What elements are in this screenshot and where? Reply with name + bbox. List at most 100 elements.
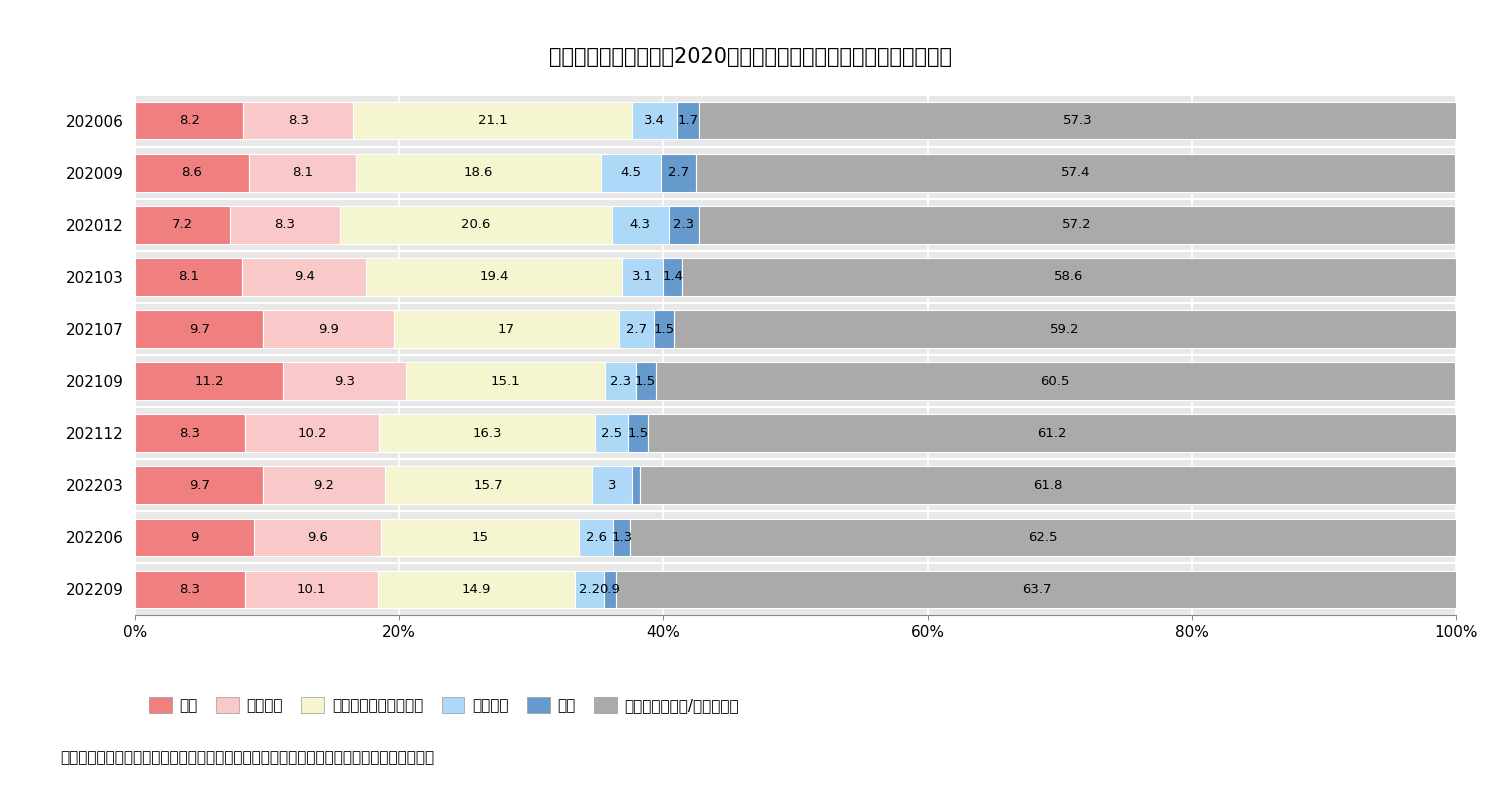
Bar	[263, 310, 393, 348]
Text: 2.7: 2.7	[668, 166, 689, 179]
Text: 1.5: 1.5	[653, 323, 674, 335]
Bar	[669, 206, 699, 244]
Text: 2.2: 2.2	[579, 583, 600, 596]
Text: 60.5: 60.5	[1040, 375, 1070, 387]
Bar	[135, 206, 230, 244]
Text: 3.4: 3.4	[644, 114, 665, 127]
Bar	[135, 414, 245, 452]
Bar	[632, 466, 639, 504]
Bar	[663, 258, 681, 296]
Bar	[135, 570, 245, 608]
Bar	[243, 102, 353, 140]
Text: 1.5: 1.5	[627, 427, 648, 439]
Bar	[242, 258, 366, 296]
Bar	[254, 518, 381, 556]
Bar	[677, 102, 699, 140]
Bar	[405, 362, 605, 400]
Text: 9.6: 9.6	[306, 531, 327, 544]
Bar	[135, 310, 263, 348]
Bar	[135, 518, 254, 556]
Bar	[639, 466, 1456, 504]
Bar	[674, 310, 1456, 348]
Bar	[603, 570, 615, 608]
Bar	[612, 206, 669, 244]
Text: 14.9: 14.9	[462, 583, 491, 596]
Legend: 増加, やや増加, 変わらない・元に戻る, やや減少, 減少, 利用していない/該当しない: 増加, やや増加, 変わらない・元に戻る, やや減少, 減少, 利用していない/…	[143, 690, 746, 719]
Bar	[366, 258, 623, 296]
Text: 3.1: 3.1	[632, 271, 653, 283]
Bar	[378, 570, 575, 608]
Text: 2.7: 2.7	[626, 323, 647, 335]
Text: 57.2: 57.2	[1063, 219, 1091, 231]
Text: 62.5: 62.5	[1028, 531, 1058, 544]
Bar	[339, 206, 612, 244]
Bar	[681, 258, 1456, 296]
Text: 8.3: 8.3	[180, 427, 201, 439]
Bar	[636, 362, 656, 400]
Text: 1.7: 1.7	[677, 114, 698, 127]
Text: 8.1: 8.1	[291, 166, 312, 179]
Text: 4.3: 4.3	[630, 219, 651, 231]
Text: 8.3: 8.3	[180, 583, 201, 596]
Text: 1.5: 1.5	[635, 375, 656, 387]
Text: 2.5: 2.5	[600, 427, 621, 439]
Bar	[135, 466, 263, 504]
Bar	[393, 310, 618, 348]
Text: 10.2: 10.2	[297, 427, 327, 439]
Bar	[380, 414, 594, 452]
Text: 9.3: 9.3	[333, 375, 354, 387]
Text: 15.1: 15.1	[491, 375, 521, 387]
Bar	[696, 154, 1454, 192]
Bar	[630, 518, 1456, 556]
Bar	[654, 310, 674, 348]
Bar	[632, 102, 677, 140]
Bar	[699, 102, 1456, 140]
Text: 1.4: 1.4	[662, 271, 683, 283]
Text: 20.6: 20.6	[461, 219, 491, 231]
Bar	[656, 362, 1454, 400]
Text: 8.1: 8.1	[179, 271, 200, 283]
Text: 4.5: 4.5	[620, 166, 641, 179]
Bar	[699, 206, 1454, 244]
Bar	[627, 414, 647, 452]
Bar	[135, 102, 243, 140]
Bar	[263, 466, 384, 504]
Text: 9.9: 9.9	[318, 323, 339, 335]
Text: 9.2: 9.2	[314, 479, 335, 492]
Text: 8.2: 8.2	[179, 114, 200, 127]
Text: 21.1: 21.1	[477, 114, 507, 127]
Bar	[135, 362, 284, 400]
Bar	[602, 154, 660, 192]
Bar	[614, 518, 630, 556]
Bar	[591, 466, 632, 504]
Text: 9.7: 9.7	[189, 479, 210, 492]
Text: 2.3: 2.3	[609, 375, 630, 387]
Text: 8.3: 8.3	[275, 219, 296, 231]
Text: 0.9: 0.9	[599, 583, 620, 596]
Text: 1.3: 1.3	[611, 531, 632, 544]
Bar	[249, 154, 356, 192]
Text: 61.8: 61.8	[1033, 479, 1063, 492]
Text: 16.3: 16.3	[473, 427, 501, 439]
Text: 7.2: 7.2	[173, 219, 194, 231]
Bar	[660, 154, 696, 192]
Text: 9.4: 9.4	[294, 271, 315, 283]
Text: 57.4: 57.4	[1061, 166, 1090, 179]
Bar	[356, 154, 602, 192]
Text: 2.6: 2.6	[585, 531, 606, 544]
Bar	[605, 362, 636, 400]
Text: 59.2: 59.2	[1051, 323, 1079, 335]
Bar	[647, 414, 1456, 452]
Text: 15.7: 15.7	[474, 479, 503, 492]
Bar	[245, 570, 378, 608]
Text: 9: 9	[191, 531, 198, 544]
Bar	[381, 518, 579, 556]
Bar	[615, 570, 1457, 608]
Text: 61.2: 61.2	[1037, 427, 1067, 439]
Bar	[575, 570, 603, 608]
Bar	[623, 258, 663, 296]
Text: 58.6: 58.6	[1054, 271, 1084, 283]
Bar	[594, 414, 627, 452]
Text: 8.6: 8.6	[182, 166, 203, 179]
Bar	[284, 362, 405, 400]
